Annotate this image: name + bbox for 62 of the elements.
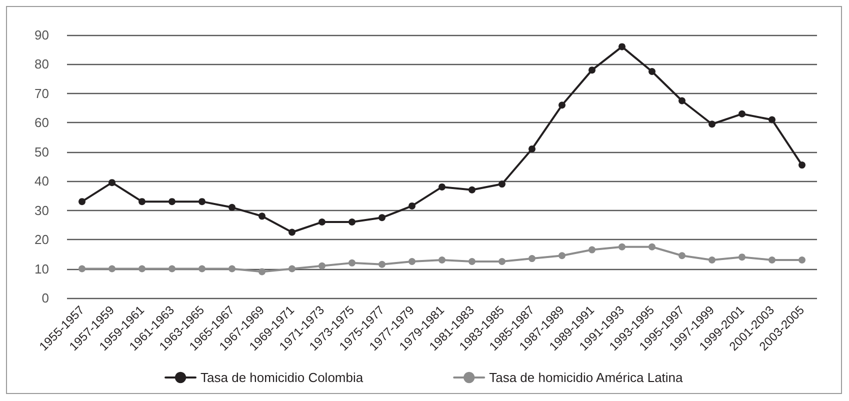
- point: [198, 265, 206, 272]
- y-tick-label: 70: [34, 86, 49, 101]
- point: [78, 198, 86, 206]
- point: [798, 256, 806, 264]
- point: [438, 256, 446, 264]
- point: [678, 252, 686, 260]
- point: [648, 243, 656, 250]
- point: [468, 186, 476, 194]
- y-tick-label: 80: [34, 56, 49, 72]
- point: [678, 97, 686, 104]
- point: [78, 265, 86, 272]
- point: [558, 252, 566, 260]
- point: [558, 102, 566, 109]
- point: [168, 265, 176, 272]
- point: [528, 255, 536, 262]
- point: [618, 43, 626, 50]
- point: [498, 180, 506, 188]
- point: [318, 262, 326, 270]
- y-tick-label: 20: [34, 232, 49, 248]
- legend-label: Tasa de homicidio Colombia: [200, 370, 364, 385]
- point: [378, 260, 386, 268]
- point: [408, 202, 416, 210]
- point: [798, 162, 806, 169]
- legend-label: Tasa de homicidio América Latina: [489, 370, 684, 385]
- point: [198, 198, 206, 206]
- point: [618, 243, 626, 250]
- point: [348, 259, 356, 266]
- point: [738, 110, 746, 118]
- y-tick-label: 30: [34, 202, 49, 218]
- point: [498, 258, 506, 265]
- point: [108, 179, 116, 186]
- point: [348, 218, 356, 226]
- point: [228, 204, 236, 211]
- point: [138, 198, 146, 206]
- point: [708, 256, 716, 264]
- point: [288, 228, 296, 236]
- point: [228, 265, 236, 272]
- point: [708, 120, 716, 128]
- point: [138, 265, 146, 272]
- point: [468, 258, 476, 265]
- point: [438, 183, 446, 190]
- y-tick-label: 90: [34, 28, 49, 42]
- point: [768, 116, 776, 124]
- point: [108, 265, 116, 272]
- point: [588, 66, 596, 74]
- point: [648, 68, 656, 76]
- y-tick-label: 50: [34, 144, 49, 160]
- point: [378, 214, 386, 222]
- y-tick-label: 60: [34, 115, 49, 130]
- y-tick-label: 0: [42, 290, 49, 306]
- point: [588, 246, 596, 254]
- point: [318, 218, 326, 226]
- y-tick-label: 10: [34, 261, 49, 276]
- point: [738, 254, 746, 261]
- point: [408, 258, 416, 265]
- point: [258, 268, 266, 276]
- y-tick-label: 40: [34, 174, 49, 189]
- point: [528, 145, 536, 152]
- point: [258, 212, 266, 220]
- point: [768, 256, 776, 264]
- point: [168, 198, 176, 206]
- point: [288, 265, 296, 272]
